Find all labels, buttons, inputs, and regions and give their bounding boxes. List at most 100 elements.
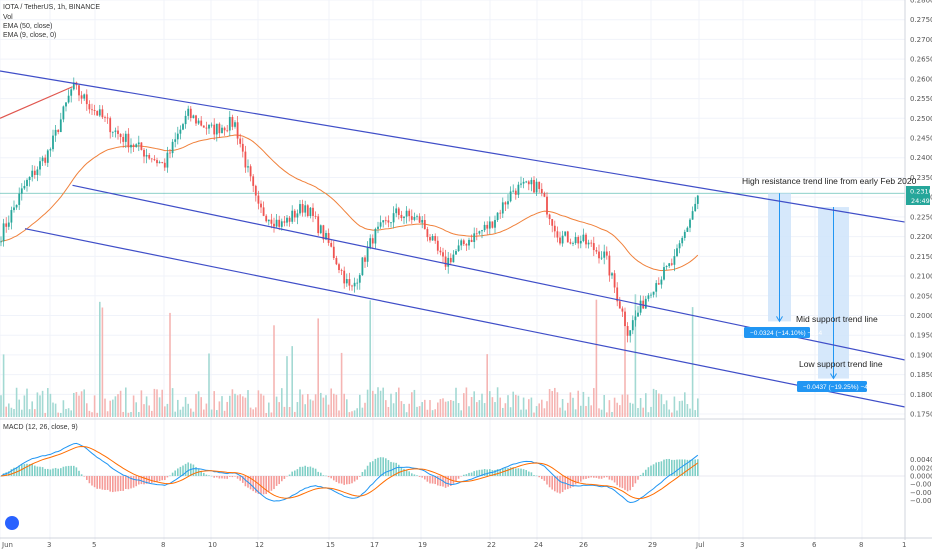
volume-bar: [320, 392, 322, 417]
candle-body: [106, 117, 109, 119]
volume-bar: [525, 409, 527, 417]
candle-body: [634, 316, 637, 321]
macd-histogram-bar: [533, 475, 535, 476]
volume-bar: [158, 397, 161, 417]
candle-body: [130, 144, 132, 148]
macd-histogram-bar: [177, 468, 179, 476]
candle-body: [473, 233, 476, 243]
volume-bar: [634, 294, 637, 417]
candle-body: [254, 185, 257, 196]
countdown-badge: [906, 196, 930, 205]
macd-histogram-bar: [145, 476, 148, 484]
macd-histogram-bar: [184, 463, 187, 476]
candle-body: [572, 243, 574, 244]
volume-bar: [587, 396, 590, 417]
volume-bar: [75, 392, 78, 417]
macd-histogram-bar: [314, 468, 317, 476]
candle-body: [96, 110, 99, 116]
volume-bar: [299, 389, 301, 417]
macd-histogram-bar: [34, 465, 36, 476]
candle-body: [535, 181, 538, 193]
candle-body: [132, 144, 135, 147]
macd-histogram-bar: [101, 476, 104, 490]
candle-body: [452, 254, 455, 263]
macd-histogram-bar: [23, 464, 26, 476]
macd-pane: [0, 442, 905, 504]
volume-bar: [613, 397, 616, 417]
candle-body: [340, 270, 343, 271]
annotation-low-support: Low support trend line: [799, 359, 883, 369]
macd-histogram-bar: [223, 476, 226, 479]
macd-histogram-bar: [637, 476, 639, 480]
candle-body: [280, 221, 283, 227]
candle-body: [143, 149, 145, 157]
macd-histogram-bar: [559, 476, 561, 494]
volume-bar: [283, 406, 286, 417]
legend-symbol: IOTA / TetherUS, 1h, BINANCE: [3, 4, 100, 11]
candle-body: [249, 166, 252, 177]
macd-histogram-bar: [686, 459, 689, 476]
macd-histogram-bar: [236, 476, 239, 479]
volume-bar: [598, 408, 600, 417]
macd-histogram-bar: [299, 466, 301, 476]
macd-histogram-bar: [681, 459, 683, 476]
volume-bar: [509, 407, 512, 417]
macd-histogram-bar: [470, 472, 473, 476]
candle-body: [288, 217, 291, 222]
macd-histogram-bar: [278, 476, 280, 485]
candle-body: [109, 118, 112, 133]
macd-histogram-bar: [678, 459, 681, 476]
volume-bar: [351, 411, 353, 417]
volume-bar: [93, 395, 96, 417]
macd-histogram-bar: [143, 476, 145, 485]
macd-histogram-bar: [213, 476, 215, 478]
macd-histogram-bar: [535, 475, 538, 477]
volume-bar: [444, 401, 447, 417]
candle-body: [270, 219, 273, 224]
macd-histogram-bar: [96, 476, 98, 489]
macd-histogram-bar: [296, 469, 299, 476]
candle-body: [683, 231, 686, 238]
candle-body: [514, 190, 517, 195]
legend-macd: MACD (12, 26, close, 9): [3, 424, 78, 431]
time-axis[interactable]: Jun 3 5 8 10 12 15 17 19 22 24 26 29 Jul 3 6 8 1: [0, 537, 932, 549]
volume-bar: [265, 412, 267, 417]
volume-bar: [119, 390, 122, 417]
volume-bar: [689, 408, 691, 417]
candle-body: [364, 257, 366, 262]
macd-histogram-bar: [257, 476, 260, 494]
candle-body: [356, 282, 359, 284]
volume-bar: [338, 410, 340, 417]
volume-bar: [86, 403, 88, 417]
macd-histogram-bar: [307, 466, 309, 476]
candle-body: [527, 181, 530, 185]
volume-bar: [559, 407, 561, 417]
candle-body: [91, 109, 93, 111]
candle-body: [423, 219, 426, 230]
candle-body: [605, 251, 608, 256]
candle-body: [548, 214, 551, 220]
tradingview-logo-icon[interactable]: [5, 516, 19, 530]
candle-body: [426, 229, 429, 238]
candle-body: [192, 115, 195, 118]
volume-bar: [647, 412, 650, 417]
macd-histogram-bar: [691, 459, 694, 476]
macd-histogram-bar: [434, 476, 436, 485]
volume-bar: [28, 409, 31, 417]
macd-histogram-bar: [44, 468, 46, 476]
macd-histogram-bar: [252, 476, 254, 492]
candle-body: [10, 210, 13, 223]
candle-body: [317, 216, 320, 234]
candle-body: [348, 279, 351, 286]
macd-histogram-bar: [119, 476, 122, 491]
volume-bar: [130, 411, 132, 417]
time-tick-label: 6: [812, 541, 817, 549]
measure-tools[interactable]: [768, 193, 849, 380]
macd-histogram-bar: [122, 476, 124, 491]
volume-bar: [23, 395, 26, 417]
macd-histogram-bar: [634, 476, 637, 484]
candle-body: [577, 237, 580, 244]
